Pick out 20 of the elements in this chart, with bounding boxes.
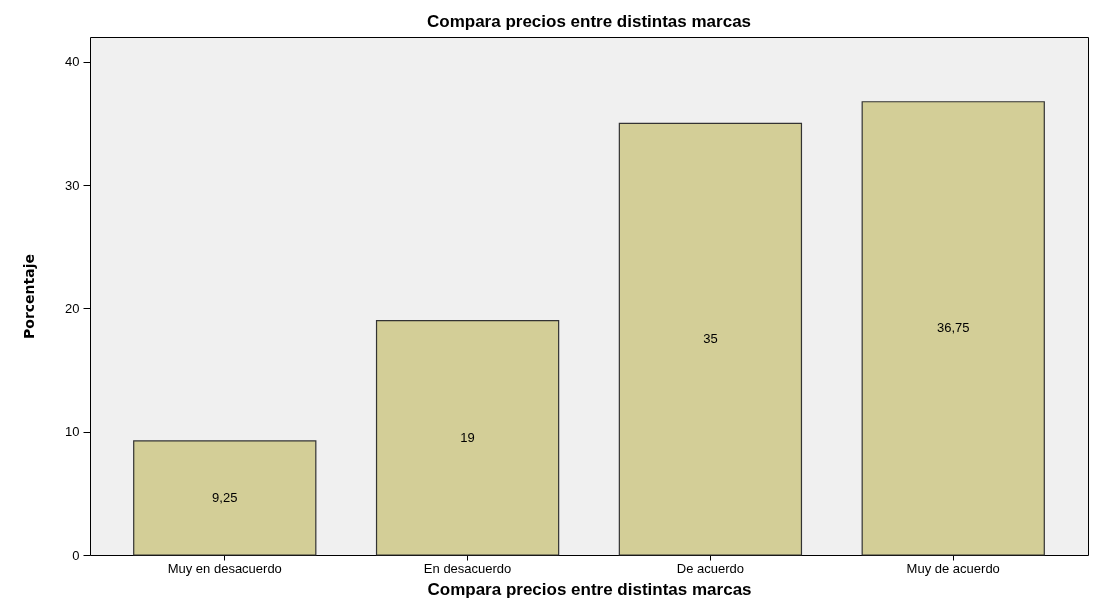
y-axis-title: Porcentaje [21, 254, 38, 339]
data-label: 36,75 [936, 320, 970, 336]
x-axis-title: Compara precios entre distintas marcas [427, 579, 752, 599]
y-tick-label: 0 [72, 547, 80, 563]
y-tick-label: 30 [65, 177, 80, 193]
data-label: 35 [703, 331, 718, 347]
y-tick-label: 10 [65, 424, 80, 440]
y-tick-label: 40 [65, 54, 80, 70]
data-label: 9,25 [212, 489, 238, 505]
x-tick-label: En desacuerdo [423, 560, 512, 576]
data-label: 19 [460, 429, 475, 445]
x-tick-label: Muy en desacuerdo [167, 560, 282, 576]
bar [133, 440, 317, 556]
chart-title: Compara precios entre distintas marcas [426, 12, 752, 31]
y-tick-label: 20 [65, 300, 80, 316]
bar [375, 320, 560, 556]
bar [861, 101, 1045, 556]
x-tick-label: De acuerdo [676, 560, 745, 576]
x-tick-label: Muy de acuerdo [906, 560, 1000, 576]
bar [618, 122, 803, 556]
